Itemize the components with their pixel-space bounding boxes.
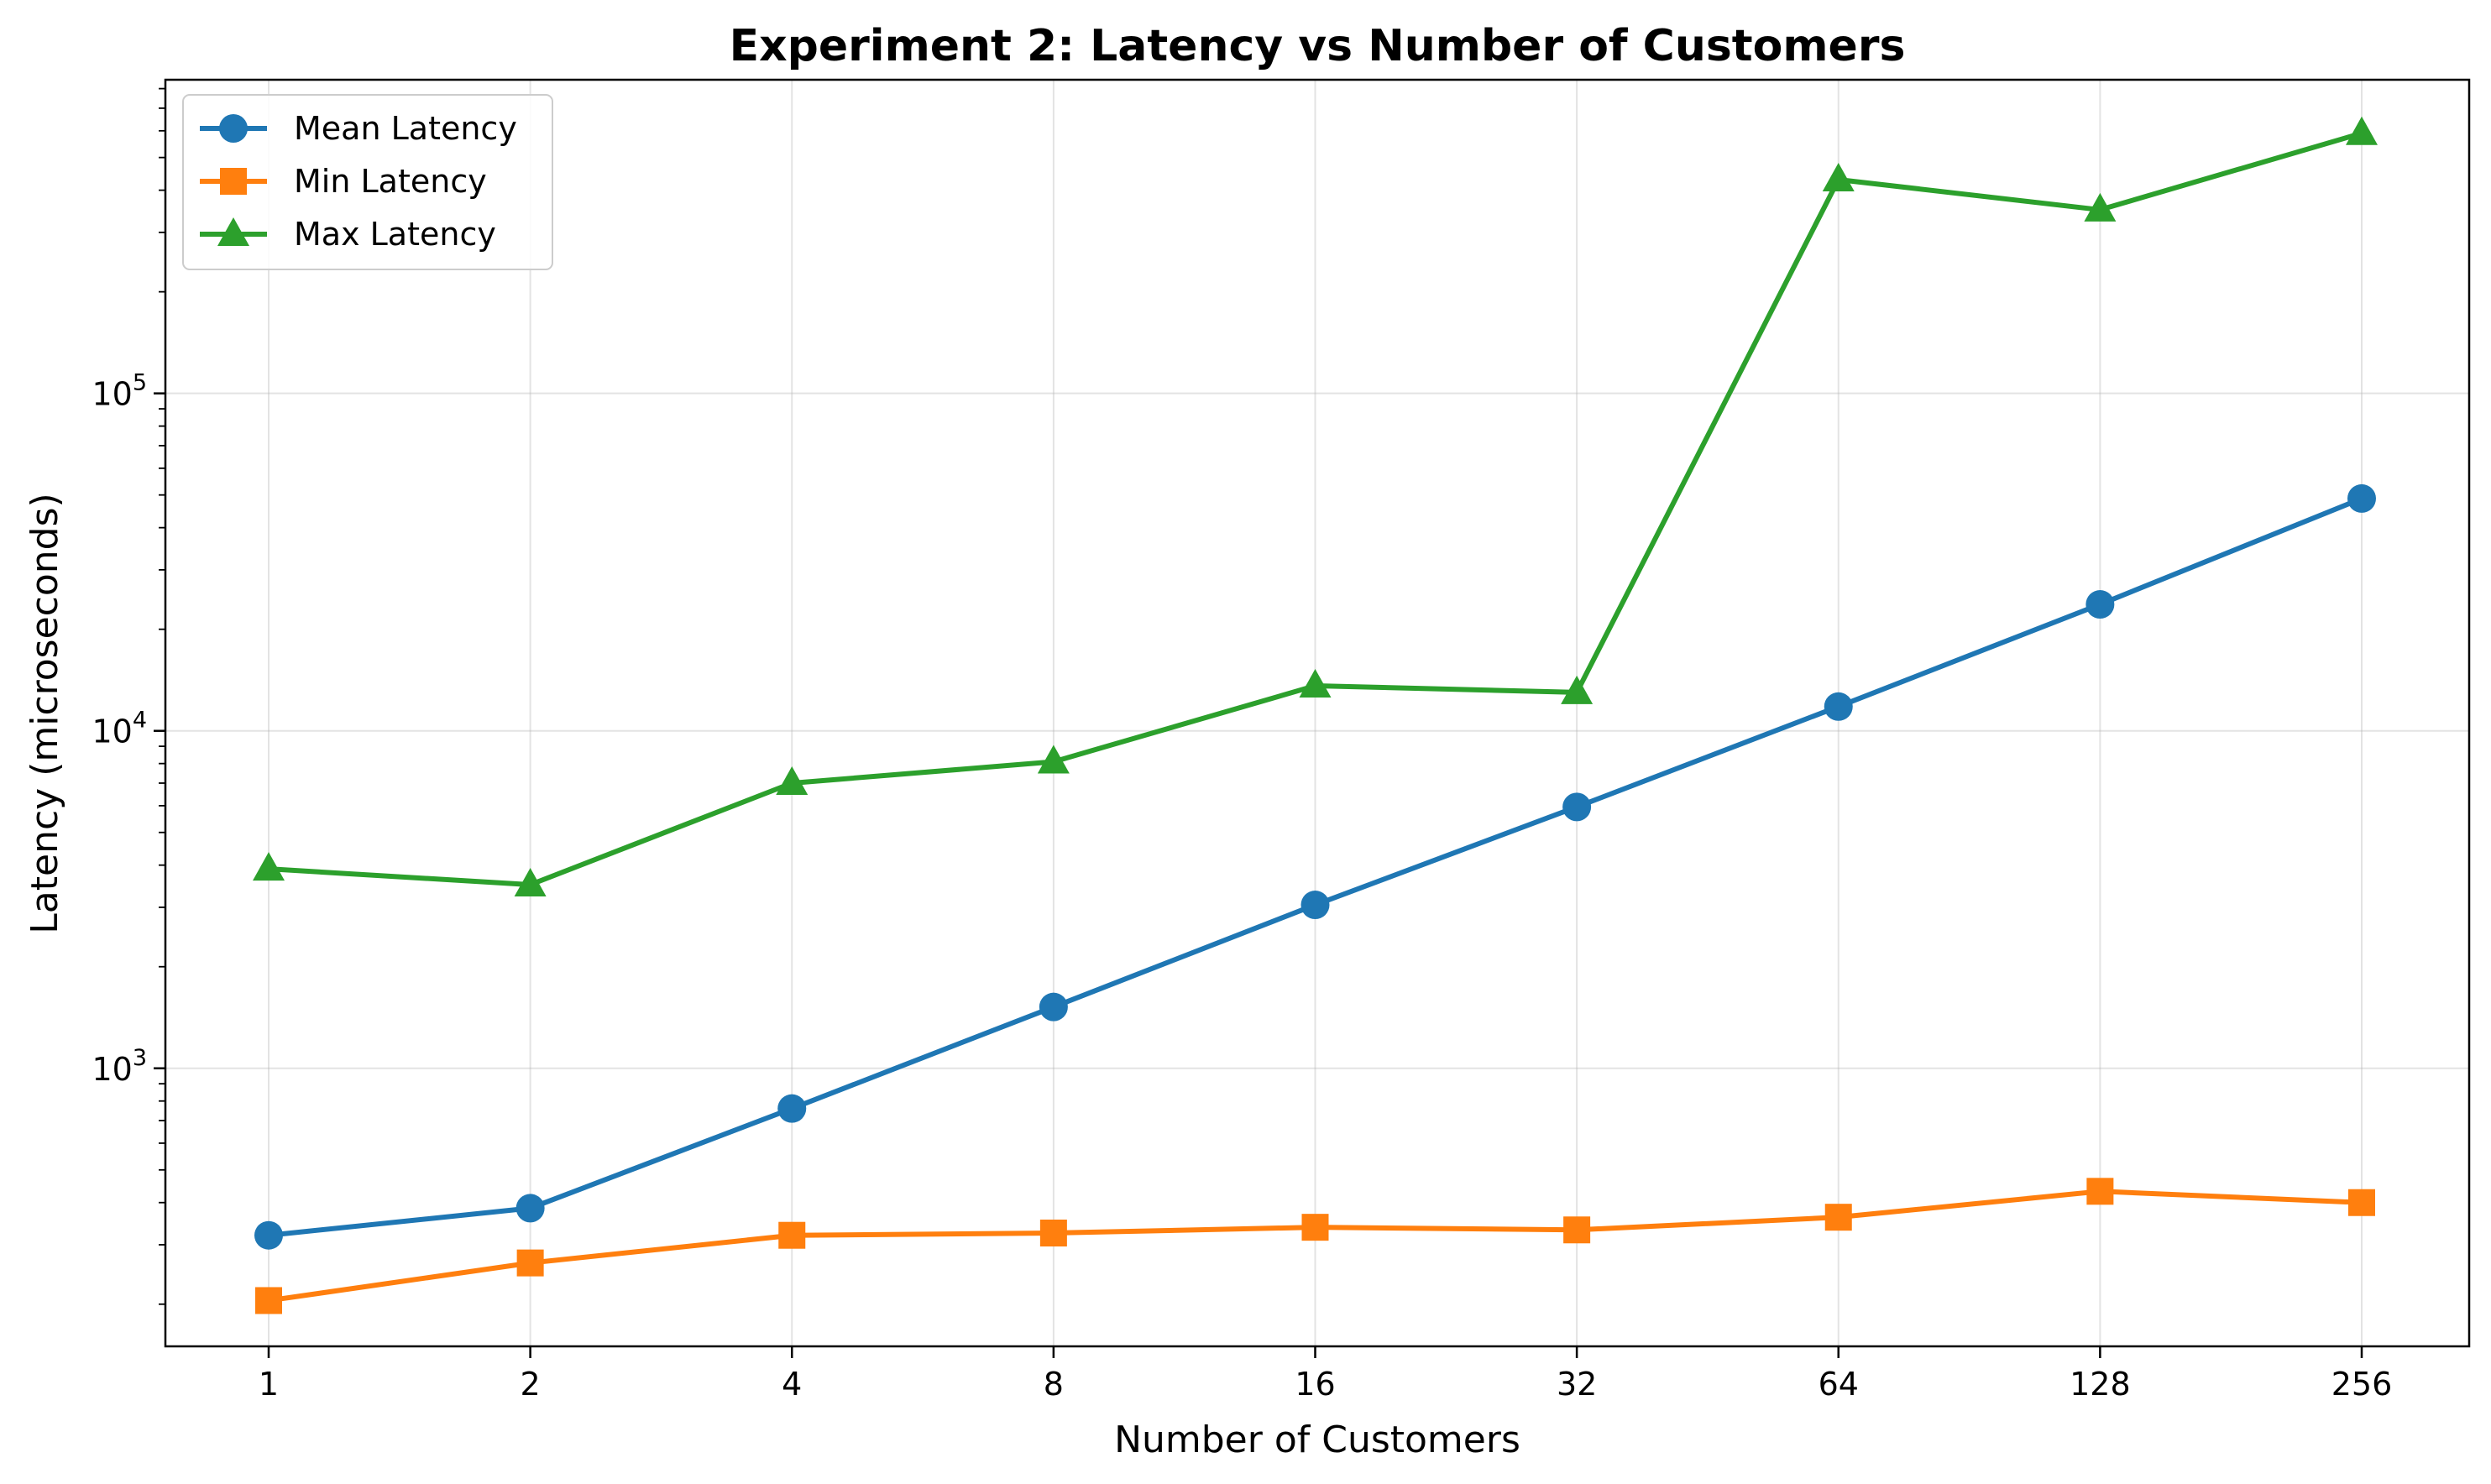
data-point	[1822, 162, 1855, 191]
data-point	[2346, 116, 2378, 145]
data-point	[1039, 992, 1068, 1022]
data-point	[255, 1287, 282, 1314]
legend-marker	[220, 168, 247, 195]
y-axis-label: Latency (microseconds)	[24, 493, 66, 933]
data-point	[776, 766, 809, 795]
data-point	[514, 868, 547, 897]
x-tick-label: 8	[1044, 1366, 1064, 1403]
legend-marker	[219, 114, 248, 143]
legend-label: Max Latency	[294, 216, 496, 253]
data-point	[778, 1221, 806, 1249]
data-point	[1824, 692, 1853, 721]
x-tick-label: 1	[259, 1366, 279, 1403]
x-tick-label: 32	[1557, 1366, 1597, 1403]
legend-marker	[217, 217, 249, 246]
data-point	[2085, 590, 2115, 619]
legend-label: Mean Latency	[294, 110, 517, 147]
series-layer	[253, 116, 2378, 1314]
data-point	[1301, 1214, 1329, 1241]
x-tick-label: 128	[2070, 1366, 2131, 1403]
data-point	[516, 1249, 544, 1277]
legend-entry: Min Latency	[200, 163, 487, 200]
series-mean-latency	[254, 483, 2376, 1250]
x-tick-label: 2	[521, 1366, 541, 1403]
x-tick-label: 4	[782, 1366, 802, 1403]
ticks: 1 2 4 8 16 32 64 128 256 103 104 105	[92, 87, 2393, 1403]
data-point	[1561, 675, 1594, 704]
x-tick-label: 16	[1295, 1366, 1335, 1403]
legend: Mean Latency Min Latency Max Latency	[182, 94, 553, 270]
data-point	[254, 1220, 283, 1250]
grid	[165, 80, 2469, 1346]
plot-frame	[164, 78, 2471, 1348]
data-point	[515, 1194, 545, 1223]
data-point	[2347, 483, 2376, 513]
series-max-latency	[253, 116, 2378, 897]
data-point	[1562, 792, 1592, 822]
data-point	[2348, 1189, 2375, 1216]
series-min-latency	[255, 1178, 2375, 1314]
y-tick-label: 104	[92, 708, 147, 750]
chart-title: Experiment 2: Latency vs Number of Custo…	[730, 21, 1906, 71]
data-point	[1563, 1216, 1591, 1244]
x-tick-label: 64	[1819, 1366, 1859, 1403]
legend-label: Min Latency	[294, 163, 487, 200]
data-point	[1037, 745, 1070, 774]
data-point	[1299, 669, 1332, 698]
data-point	[2086, 1178, 2114, 1205]
x-axis-label: Number of Customers	[1114, 1419, 1520, 1461]
data-point	[253, 852, 285, 881]
data-point	[1039, 1219, 1067, 1246]
x-tick-label: 256	[2331, 1366, 2393, 1403]
legend-entry: Max Latency	[200, 216, 496, 253]
y-tick-label: 105	[92, 370, 147, 413]
legend-box	[182, 94, 553, 270]
y-tick-label: 103	[92, 1045, 147, 1088]
data-point	[777, 1094, 807, 1123]
data-point	[2084, 192, 2117, 222]
legend-entry: Mean Latency	[200, 110, 517, 147]
data-point	[1300, 891, 1330, 920]
data-point	[1824, 1204, 1852, 1231]
